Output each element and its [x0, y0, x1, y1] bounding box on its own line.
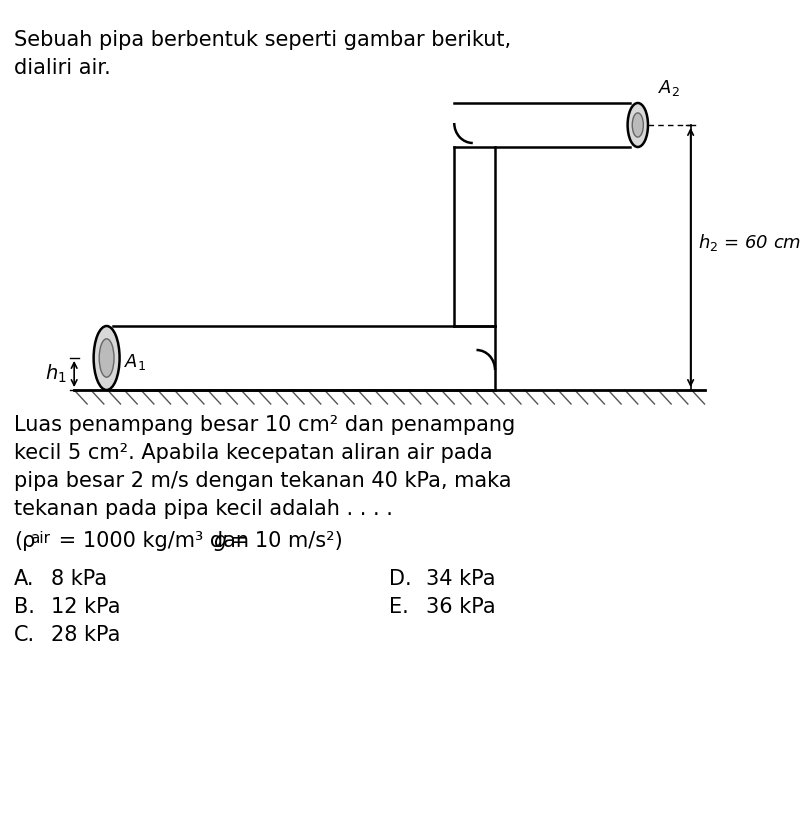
Text: B.: B. — [14, 597, 35, 617]
Bar — [454, 147, 495, 326]
Ellipse shape — [633, 113, 643, 137]
Ellipse shape — [99, 339, 114, 377]
Bar — [113, 326, 495, 390]
Text: $A_2$: $A_2$ — [659, 78, 680, 98]
Bar — [454, 103, 630, 147]
Text: C.: C. — [14, 625, 35, 645]
Text: D.: D. — [390, 569, 412, 589]
Text: air: air — [30, 531, 49, 546]
Text: E.: E. — [390, 597, 409, 617]
Text: kecil 5 cm². Apabila kecepatan aliran air pada: kecil 5 cm². Apabila kecepatan aliran ai… — [14, 443, 492, 463]
Text: 28 kPa: 28 kPa — [51, 625, 121, 645]
Text: = 10 m/s²): = 10 m/s²) — [224, 531, 343, 551]
Text: $h_1$: $h_1$ — [45, 363, 66, 385]
Text: A.: A. — [14, 569, 34, 589]
Text: $A_1$: $A_1$ — [124, 352, 147, 372]
Text: 12 kPa: 12 kPa — [51, 597, 121, 617]
Text: 8 kPa: 8 kPa — [51, 569, 107, 589]
Text: $h_2$ = 60 cm: $h_2$ = 60 cm — [698, 232, 801, 253]
Ellipse shape — [628, 103, 648, 147]
Text: dialiri air.: dialiri air. — [14, 58, 111, 78]
Text: Luas penampang besar 10 cm² dan penampang: Luas penampang besar 10 cm² dan penampan… — [14, 415, 515, 435]
Text: tekanan pada pipa kecil adalah . . . .: tekanan pada pipa kecil adalah . . . . — [14, 499, 393, 519]
Text: (ρ: (ρ — [14, 531, 36, 551]
Text: = 1000 kg/m³ dan: = 1000 kg/m³ dan — [52, 531, 255, 551]
Text: 36 kPa: 36 kPa — [426, 597, 496, 617]
Text: Sebuah pipa berbentuk seperti gambar berikut,: Sebuah pipa berbentuk seperti gambar ber… — [14, 30, 511, 50]
Text: g: g — [213, 531, 227, 551]
Text: pipa besar 2 m/s dengan tekanan 40 kPa, maka: pipa besar 2 m/s dengan tekanan 40 kPa, … — [14, 471, 511, 491]
Text: 34 kPa: 34 kPa — [426, 569, 496, 589]
Ellipse shape — [94, 326, 120, 390]
